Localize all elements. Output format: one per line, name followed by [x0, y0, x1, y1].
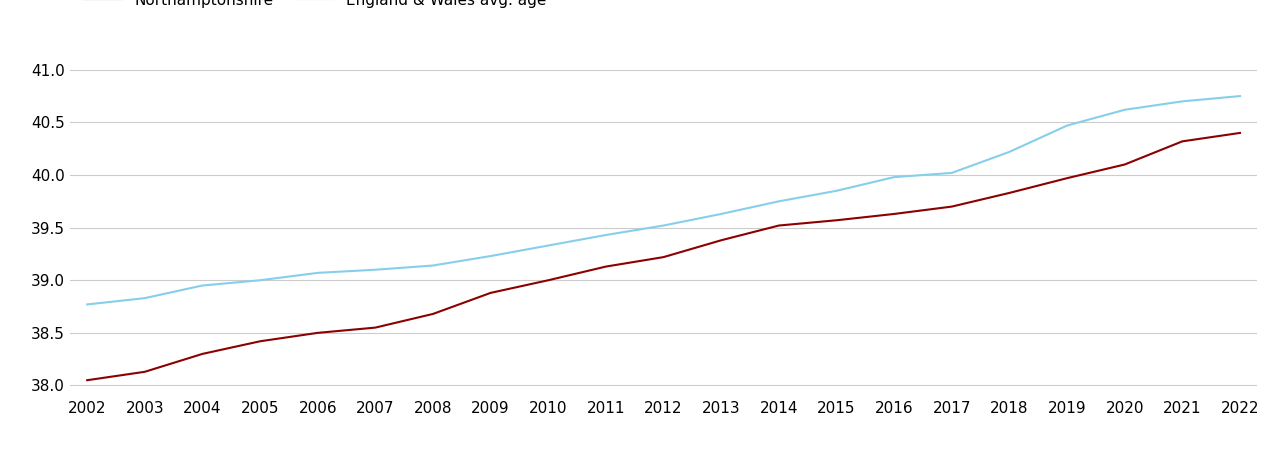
England & Wales avg. age — [1059, 123, 1074, 128]
Northamptonshire — [310, 330, 325, 336]
England & Wales avg. age — [80, 302, 95, 307]
Northamptonshire — [598, 264, 613, 269]
England & Wales avg. age — [1175, 99, 1190, 104]
England & Wales avg. age — [483, 253, 498, 259]
Northamptonshire — [714, 238, 729, 243]
England & Wales avg. age — [368, 267, 384, 272]
Northamptonshire — [771, 223, 786, 228]
England & Wales avg. age — [886, 175, 902, 180]
England & Wales avg. age — [1002, 149, 1017, 154]
England & Wales avg. age — [714, 211, 729, 216]
Northamptonshire — [1059, 176, 1074, 181]
Northamptonshire — [541, 278, 556, 283]
England & Wales avg. age — [425, 263, 441, 268]
England & Wales avg. age — [829, 188, 845, 194]
England & Wales avg. age — [541, 243, 556, 248]
England & Wales avg. age — [944, 170, 959, 176]
Northamptonshire — [944, 204, 959, 209]
Northamptonshire — [253, 338, 268, 344]
Northamptonshire — [829, 217, 845, 223]
Line: Northamptonshire: Northamptonshire — [88, 133, 1240, 380]
England & Wales avg. age — [194, 283, 210, 288]
England & Wales avg. age — [771, 198, 786, 204]
Northamptonshire — [368, 325, 384, 330]
England & Wales avg. age — [137, 296, 152, 301]
England & Wales avg. age — [253, 278, 268, 283]
Northamptonshire — [1002, 190, 1017, 196]
England & Wales avg. age — [1232, 94, 1247, 99]
England & Wales avg. age — [310, 270, 325, 275]
England & Wales avg. age — [1118, 107, 1133, 112]
Northamptonshire — [425, 311, 441, 317]
Line: England & Wales avg. age: England & Wales avg. age — [88, 96, 1240, 305]
Northamptonshire — [657, 254, 672, 260]
Northamptonshire — [1232, 130, 1247, 135]
England & Wales avg. age — [598, 232, 613, 238]
Northamptonshire — [194, 351, 210, 356]
Northamptonshire — [80, 378, 95, 383]
Northamptonshire — [137, 369, 152, 374]
Northamptonshire — [483, 290, 498, 296]
Northamptonshire — [1175, 139, 1190, 144]
Legend: Northamptonshire, England & Wales avg. age: Northamptonshire, England & Wales avg. a… — [77, 0, 552, 14]
Northamptonshire — [1118, 162, 1133, 167]
England & Wales avg. age — [657, 223, 672, 228]
Northamptonshire — [886, 211, 902, 216]
